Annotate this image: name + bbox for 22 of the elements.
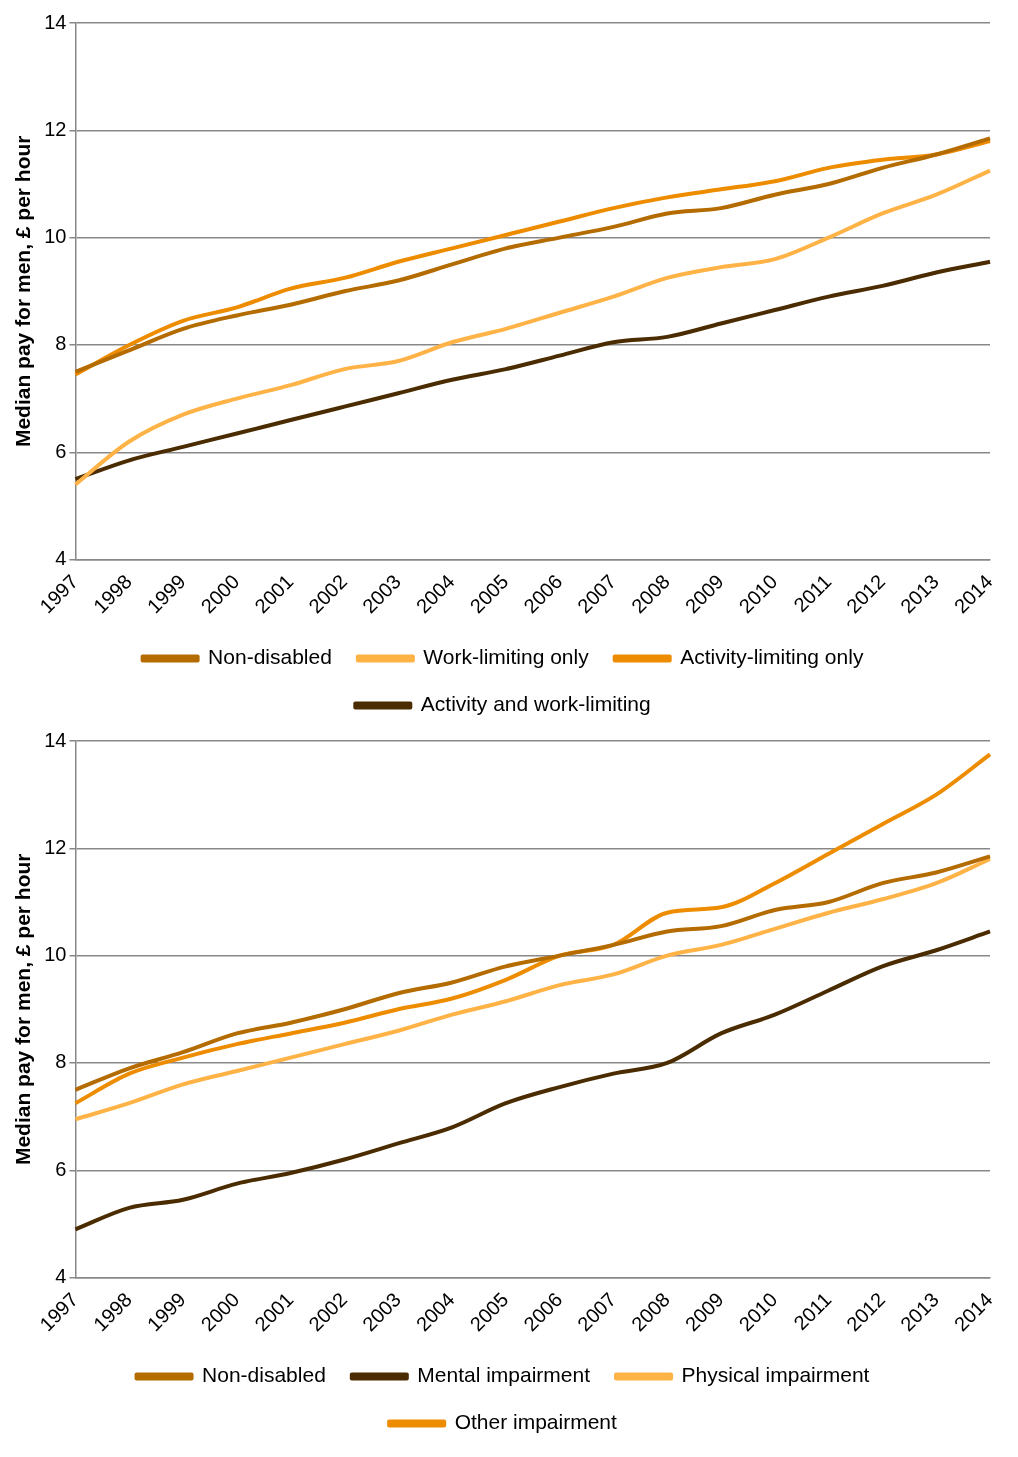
y-tick-label: 14 bbox=[44, 728, 67, 751]
legend-label: Non-disabled bbox=[202, 1363, 326, 1387]
y-tick-label: 4 bbox=[55, 1265, 67, 1288]
legend-label: Other impairment bbox=[454, 1410, 618, 1434]
y-tick-label: 6 bbox=[55, 1157, 67, 1180]
legend-label: Mental impairment bbox=[417, 1363, 591, 1387]
y-tick-label: 12 bbox=[44, 117, 67, 140]
y-tick-label: 10 bbox=[44, 943, 67, 966]
y-tick-label: 10 bbox=[44, 225, 67, 248]
y-tick-label: 14 bbox=[44, 10, 67, 33]
y-tick-label: 8 bbox=[55, 1050, 67, 1073]
y-tick-label: 4 bbox=[55, 547, 67, 570]
y-tick-label: 12 bbox=[44, 835, 67, 858]
y-axis-title: Median pay for men, £ per hour bbox=[11, 135, 35, 448]
legend-label: Activity and work-limiting bbox=[420, 692, 651, 716]
y-tick-label: 6 bbox=[55, 439, 67, 462]
y-tick-label: 8 bbox=[55, 332, 67, 355]
y-axis-title: Median pay for men, £ per hour bbox=[11, 853, 35, 1166]
legend-label: Non-disabled bbox=[208, 645, 332, 669]
legend-label: Physical impairment bbox=[681, 1363, 870, 1387]
legend-label: Work-limiting only bbox=[423, 645, 590, 669]
legend-label: Activity-limiting only bbox=[680, 645, 864, 669]
